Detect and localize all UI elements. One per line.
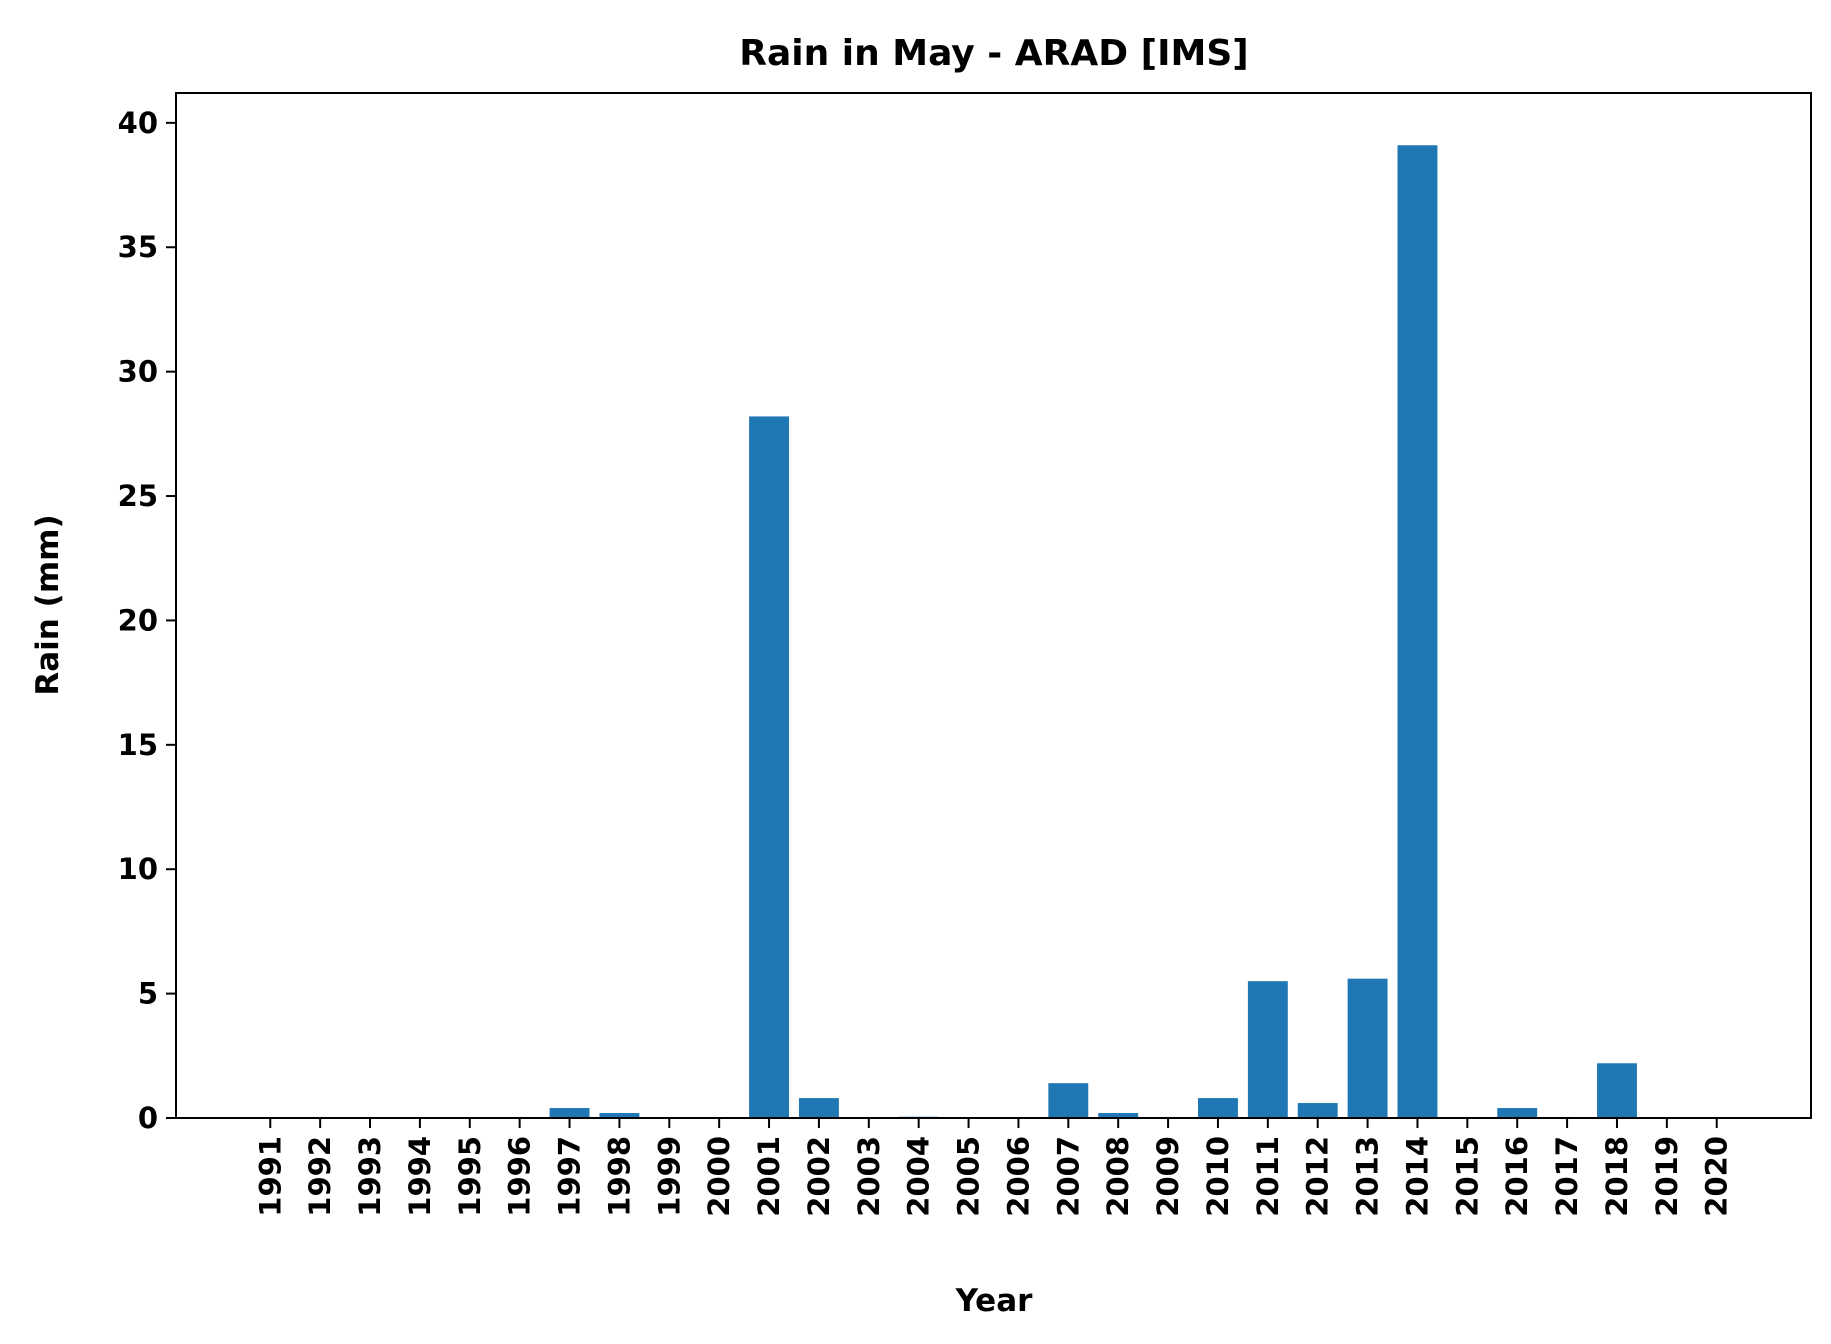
x-tick-label: 1994 [403, 1136, 437, 1217]
x-tick-label: 1995 [453, 1136, 487, 1217]
x-tick-label: 2000 [702, 1136, 736, 1217]
x-tick-label: 2001 [752, 1136, 786, 1217]
plot-frame [175, 92, 1812, 1119]
x-tick-label: 2013 [1351, 1136, 1385, 1217]
bar-1997 [549, 1108, 590, 1118]
x-axis-label: Year [955, 1283, 1034, 1319]
x-tick-label: 2018 [1600, 1136, 1634, 1217]
x-tick-label: 2004 [902, 1136, 936, 1217]
x-tick-label: 1997 [553, 1136, 587, 1217]
x-tick-label: 2006 [1001, 1136, 1035, 1217]
y-tick-label: 0 [138, 1101, 158, 1135]
bar-2010 [1197, 1098, 1238, 1118]
y-tick-label: 20 [118, 603, 158, 637]
bar-2002 [798, 1098, 839, 1118]
x-tick-label: 1992 [303, 1136, 337, 1217]
x-tick-label: 2011 [1251, 1136, 1285, 1217]
y-axis-label: Rain (mm) [30, 514, 66, 695]
x-tick-label: 2017 [1550, 1136, 1584, 1217]
x-tick-label: 2009 [1151, 1136, 1185, 1217]
bar-2018 [1597, 1063, 1637, 1118]
x-tick-label: 2016 [1500, 1136, 1534, 1217]
bar-2007 [1048, 1083, 1089, 1118]
x-tick-label: 2007 [1051, 1136, 1085, 1217]
x-axis: 1991 1992 1993 1994 1995 1996 1997 1998 1999 2000… [253, 1118, 1734, 1217]
bar-2016 [1497, 1108, 1538, 1118]
bar-1998 [599, 1113, 640, 1118]
x-tick-label: 2014 [1400, 1136, 1434, 1217]
x-tick-label: 1999 [652, 1136, 686, 1217]
bar-2001 [749, 416, 790, 1118]
x-tick-label: 1996 [503, 1136, 537, 1217]
chart-title: Rain in May - ARAD [IMS] [739, 33, 1248, 74]
bar-2012 [1297, 1103, 1338, 1118]
x-tick-label: 2012 [1301, 1136, 1335, 1217]
y-tick-label: 40 [118, 106, 158, 140]
y-axis: 0 5 10 15 20 25 30 35 40 [118, 106, 176, 1135]
x-tick-label: 2019 [1650, 1136, 1684, 1217]
bar-2008 [1098, 1113, 1139, 1118]
y-tick-label: 35 [118, 230, 158, 264]
bar-2013 [1347, 978, 1388, 1118]
x-tick-label: 2010 [1201, 1136, 1235, 1217]
x-tick-label: 2003 [852, 1136, 886, 1217]
y-tick-label: 25 [118, 479, 158, 513]
x-tick-label: 2005 [952, 1136, 986, 1217]
x-tick-label: 2002 [802, 1136, 836, 1217]
x-tick-label: 1998 [602, 1136, 636, 1217]
y-tick-label: 15 [118, 728, 158, 762]
y-tick-label: 5 [138, 977, 158, 1011]
bar-2011 [1247, 981, 1288, 1118]
x-tick-label: 2020 [1700, 1136, 1734, 1217]
x-tick-label: 2015 [1450, 1136, 1484, 1217]
y-tick-label: 30 [118, 355, 158, 389]
x-tick-label: 1993 [353, 1136, 387, 1217]
y-tick-label: 10 [118, 852, 158, 886]
x-tick-label: 1991 [253, 1136, 287, 1217]
plot-area [549, 145, 1637, 1119]
x-tick-label: 2008 [1101, 1136, 1135, 1217]
bar-2014 [1397, 145, 1438, 1119]
